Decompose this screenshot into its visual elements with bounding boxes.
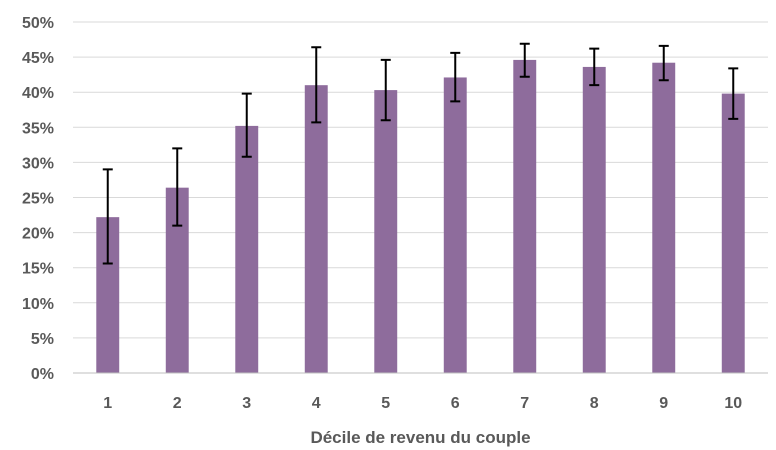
y-tick-label: 10% [22,296,54,313]
bar [513,59,537,374]
bar [304,85,328,374]
x-tick-label: 4 [312,395,321,412]
error-bar [241,92,252,158]
bar [652,62,676,373]
bar [165,187,189,373]
x-axis-tick-labels: 1 2 3 4 5 6 7 8 9 10 [103,395,742,412]
y-tick-label: 25% [22,191,54,208]
x-tick-label: 6 [451,395,460,412]
error-bar [311,46,322,124]
error-bar [658,44,669,82]
y-tick-label: 30% [22,155,54,172]
x-tick-label: 8 [590,395,599,412]
bar [582,66,606,373]
x-tick-label: 2 [173,395,182,412]
x-tick-label: 1 [103,395,112,412]
x-axis-title: Décile de revenu du couple [310,428,530,447]
x-tick-label: 3 [242,395,251,412]
y-tick-label: 40% [22,85,54,102]
x-tick-label: 5 [381,395,390,412]
error-bar [172,147,183,227]
error-bar [102,168,113,265]
y-tick-label: 20% [22,226,54,243]
bar [443,77,467,373]
x-tick-label: 9 [659,395,668,412]
y-tick-label: 0% [31,366,54,383]
y-axis-tick-labels: 0% 5% 10% 15% 20% 25% 30% 35% 40% 45% 50% [22,15,54,383]
y-tick-label: 15% [22,261,54,278]
error-bar [380,58,391,122]
bar [96,217,120,373]
y-tick-label: 45% [22,50,54,67]
error-bar [728,67,739,120]
bar [235,125,259,373]
y-tick-label: 50% [22,15,54,32]
x-tick-label: 10 [724,395,742,412]
bar [721,93,745,373]
error-bars [102,42,739,265]
bar [374,90,398,374]
error-bar [589,47,600,87]
error-bar [450,51,461,103]
y-tick-label: 35% [22,120,54,137]
gridlines [73,21,768,339]
x-tick-label: 7 [520,395,529,412]
bars [96,59,745,374]
error-bar [519,42,530,78]
y-tick-label: 5% [31,331,54,348]
